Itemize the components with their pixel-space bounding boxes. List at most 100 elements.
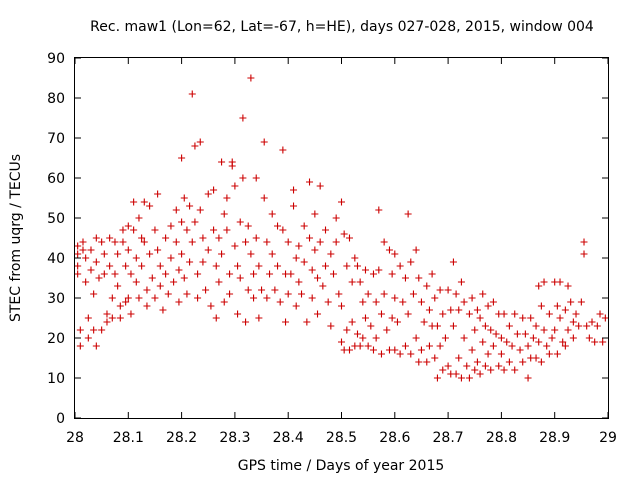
data-point (162, 271, 169, 278)
y-tick-label: 50 (47, 211, 65, 227)
data-point (191, 143, 198, 150)
data-point (381, 239, 388, 246)
data-point (501, 311, 508, 318)
data-point (85, 315, 92, 322)
data-point (338, 339, 345, 346)
data-point (389, 271, 396, 278)
data-point (397, 263, 404, 270)
data-point (130, 199, 137, 206)
data-point (450, 323, 457, 330)
data-point (154, 191, 161, 198)
data-point (189, 239, 196, 246)
data-point (581, 251, 588, 258)
data-point (117, 315, 124, 322)
data-point (309, 295, 316, 302)
data-point (106, 263, 113, 270)
data-point (149, 275, 156, 282)
data-point (346, 235, 353, 242)
data-point (271, 287, 278, 294)
data-point (247, 75, 254, 82)
data-point (74, 251, 81, 258)
data-point (93, 235, 100, 242)
data-point (74, 243, 81, 250)
data-point (383, 327, 390, 334)
data-point (426, 343, 433, 350)
data-point (303, 319, 310, 326)
data-point (258, 287, 265, 294)
data-point (487, 367, 494, 374)
data-point (74, 271, 81, 278)
data-point (575, 323, 582, 330)
chart-title: Rec. maw1 (Lon=62, Lat=-67, h=HE), days … (90, 19, 594, 35)
data-point (314, 275, 321, 282)
data-point (221, 299, 228, 306)
data-point (533, 355, 540, 362)
data-point (125, 247, 132, 254)
data-point (197, 207, 204, 214)
data-point (415, 359, 422, 366)
y-tick-label: 70 (47, 131, 65, 147)
data-point (173, 207, 180, 214)
data-point (183, 291, 190, 298)
data-point (431, 295, 438, 302)
data-point (138, 263, 145, 270)
data-point (333, 215, 340, 222)
data-point (125, 223, 132, 230)
data-point (343, 327, 350, 334)
data-point (402, 275, 409, 282)
data-point (471, 327, 478, 334)
data-point (375, 207, 382, 214)
x-axis-label: GPS time / Days of year 2015 (238, 458, 445, 474)
data-point (538, 359, 545, 366)
data-point (317, 183, 324, 190)
data-point (466, 311, 473, 318)
data-point (495, 363, 502, 370)
data-point (167, 223, 174, 230)
data-point (250, 271, 257, 278)
data-point (407, 351, 414, 358)
data-point (511, 367, 518, 374)
data-point (295, 243, 302, 250)
x-tick-label: 28.2 (166, 430, 197, 446)
data-point (165, 291, 172, 298)
data-point (591, 339, 598, 346)
data-point (119, 239, 126, 246)
data-point (533, 323, 540, 330)
data-point (399, 299, 406, 306)
data-point (106, 235, 113, 242)
data-point (90, 327, 97, 334)
data-point (279, 147, 286, 154)
data-point (357, 343, 364, 350)
data-point (453, 291, 460, 298)
data-point (413, 247, 420, 254)
data-point (173, 239, 180, 246)
data-point (498, 351, 505, 358)
data-point (370, 271, 377, 278)
data-point (589, 319, 596, 326)
data-point (253, 175, 260, 182)
data-point (215, 235, 222, 242)
data-point (210, 227, 217, 234)
data-point (79, 247, 86, 254)
data-point (181, 195, 188, 202)
data-point (191, 219, 198, 226)
data-point (549, 335, 556, 342)
data-point (242, 319, 249, 326)
data-point (338, 303, 345, 310)
data-point (543, 343, 550, 350)
data-point (477, 371, 484, 378)
data-point (269, 251, 276, 258)
data-point (557, 315, 564, 322)
data-point (277, 299, 284, 306)
data-point (218, 251, 225, 258)
data-point (375, 267, 382, 274)
data-point (306, 235, 313, 242)
data-point (77, 343, 84, 350)
data-point (186, 259, 193, 266)
data-point (479, 291, 486, 298)
data-point (447, 307, 454, 314)
data-point (199, 259, 206, 266)
data-point (362, 267, 369, 274)
data-point (541, 279, 548, 286)
data-point (573, 311, 580, 318)
